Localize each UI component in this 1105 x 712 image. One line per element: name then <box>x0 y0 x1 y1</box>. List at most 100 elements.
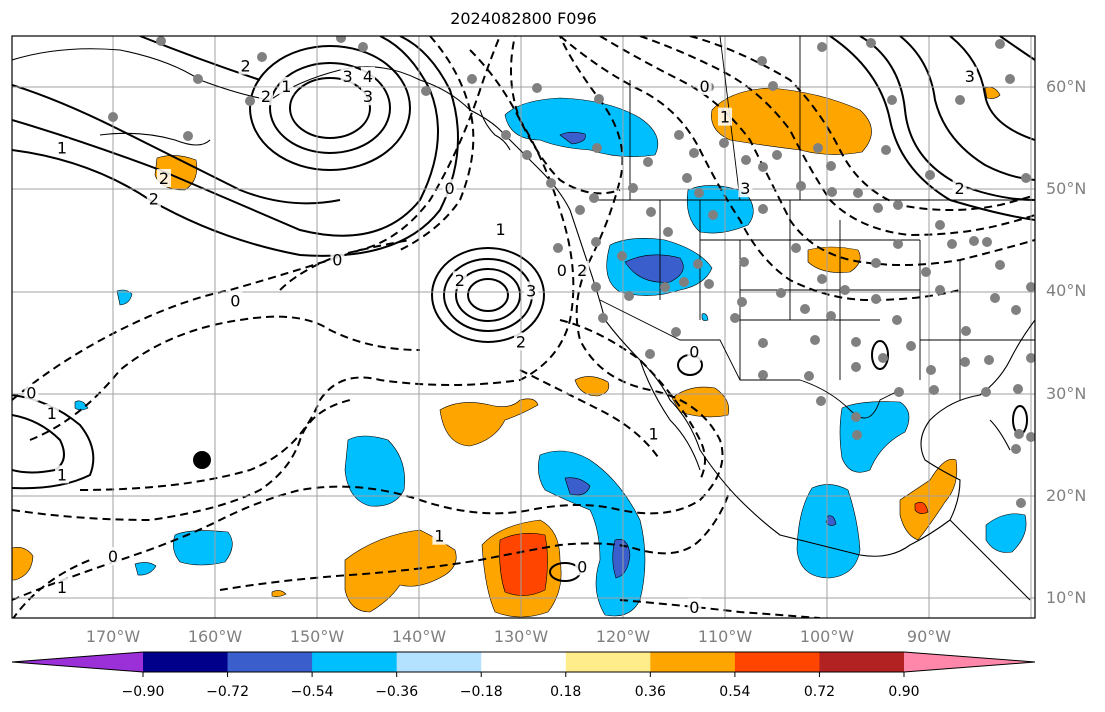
colorbar-segment <box>481 652 567 672</box>
contour-label-bg <box>106 547 120 566</box>
colorbar-segment <box>227 652 313 672</box>
colorbar-extend-high <box>904 652 1035 672</box>
contour-label-bg <box>687 342 702 361</box>
contour-label-bg <box>432 526 447 545</box>
contour-label-bg <box>55 465 69 484</box>
colorbar-segment <box>819 652 905 672</box>
contour-label-bg <box>55 138 69 157</box>
lon-label: 150°W <box>289 627 345 646</box>
shaded-anomalies <box>12 87 1027 618</box>
contour-label-bg <box>55 577 69 596</box>
lon-label: 160°W <box>187 627 243 646</box>
contour-label: 2 <box>516 333 526 352</box>
contour-label: 3 <box>526 281 536 300</box>
contour-label: 4 <box>363 67 373 86</box>
contour-label: 3 <box>965 67 975 86</box>
contour-label: 0 <box>108 547 118 566</box>
lat-label: 40°N <box>1046 281 1087 301</box>
lat-label: 30°N <box>1046 383 1087 403</box>
lon-label: 90°W <box>906 627 952 646</box>
lat-label: 50°N <box>1046 179 1087 199</box>
contour-label-bg <box>24 383 39 402</box>
contour-label-bg <box>687 598 702 617</box>
contour-label-bg <box>330 250 345 269</box>
contour-label-bg <box>718 107 732 126</box>
contour-label: 2 <box>261 87 271 106</box>
contour-label-bg <box>146 189 161 208</box>
contour-label: 3 <box>343 67 353 86</box>
contour-label: 2 <box>577 261 587 280</box>
colorbar-extend-low <box>12 652 143 672</box>
hurricane-marker <box>193 451 211 469</box>
lon-label: 120°W <box>595 627 651 646</box>
contour-label: 1 <box>47 404 57 423</box>
contour-label-bg <box>44 404 59 423</box>
contour-label: 2 <box>149 189 159 208</box>
lon-label: 130°W <box>493 627 549 646</box>
colorbar-tick-label: −0.54 <box>290 684 334 700</box>
colorbar-tick-label: −0.18 <box>459 684 503 700</box>
colorbar-tick-label: −0.90 <box>121 684 165 700</box>
coastlines <box>12 48 1035 601</box>
colorbar-tick-label: 0.36 <box>634 684 666 700</box>
colorbar-tick-label: 0.72 <box>803 684 836 700</box>
contour-label: 1 <box>649 424 659 443</box>
contour-label: 1 <box>496 220 506 239</box>
colorbar-tick-label: −0.72 <box>206 684 249 700</box>
lat-label: 20°N <box>1046 485 1087 505</box>
contour-label-bg <box>575 260 590 279</box>
lon-label: 100°W <box>799 627 855 646</box>
colorbar-tick-label: 0.90 <box>888 684 920 700</box>
colorbar-tick-label: 0.18 <box>550 684 582 700</box>
contour-label: 0 <box>689 343 699 362</box>
contour-label-bg <box>228 291 243 310</box>
station-dots <box>108 36 1035 508</box>
colorbar-segment <box>396 652 482 672</box>
contour-label-bg <box>524 281 539 300</box>
contour-label: 1 <box>57 138 67 157</box>
graticule <box>12 36 1035 618</box>
contour-label-bg <box>442 179 457 198</box>
contour-label: 2 <box>159 169 169 188</box>
contour-label-bg <box>259 87 273 106</box>
contour-label-bg <box>493 220 508 239</box>
contour-label-bg <box>646 424 661 443</box>
contour-label-bg <box>962 66 977 85</box>
contour-label-bg <box>575 557 590 576</box>
contour-label: 0 <box>445 179 455 198</box>
contour-label: 0 <box>689 598 699 617</box>
contour-label-bg <box>238 56 253 75</box>
contour-label: 2 <box>955 179 965 198</box>
colorbar-segment <box>143 652 229 672</box>
contour-label-bg <box>361 87 375 106</box>
contour-label: 3 <box>740 179 750 198</box>
contour-label: 3 <box>363 87 373 106</box>
contour-label: 0 <box>577 557 587 576</box>
lon-label: 110°W <box>697 627 753 646</box>
contour-label-bg <box>279 77 294 95</box>
contour-label-bg <box>361 66 375 85</box>
map-title: 2024082800 F096 <box>450 9 597 28</box>
lon-label: 170°W <box>85 627 141 646</box>
contour-label: 0 <box>557 261 567 280</box>
contour-label-bg <box>452 271 467 290</box>
colorbar-segment <box>312 652 398 672</box>
colorbar-segment <box>565 652 651 672</box>
contour-label-bg <box>340 66 355 85</box>
contour-label: 1 <box>720 108 730 127</box>
colorbar-tick-label: 0.54 <box>719 684 751 700</box>
colorbar <box>11 651 1036 677</box>
contour-label-bg <box>952 179 967 198</box>
contour-label: 2 <box>455 271 465 290</box>
contour-label: 1 <box>281 77 291 96</box>
contour-label: 0 <box>230 292 240 311</box>
colorbar-tick-label: −0.36 <box>375 684 419 700</box>
contour-label: 1 <box>434 527 444 546</box>
lat-label: 60°N <box>1046 77 1087 96</box>
colorbar-segment <box>650 652 736 672</box>
lat-label: 10°N <box>1046 588 1087 607</box>
contour-label-bg <box>738 179 753 198</box>
contour-label: 0 <box>332 251 342 270</box>
